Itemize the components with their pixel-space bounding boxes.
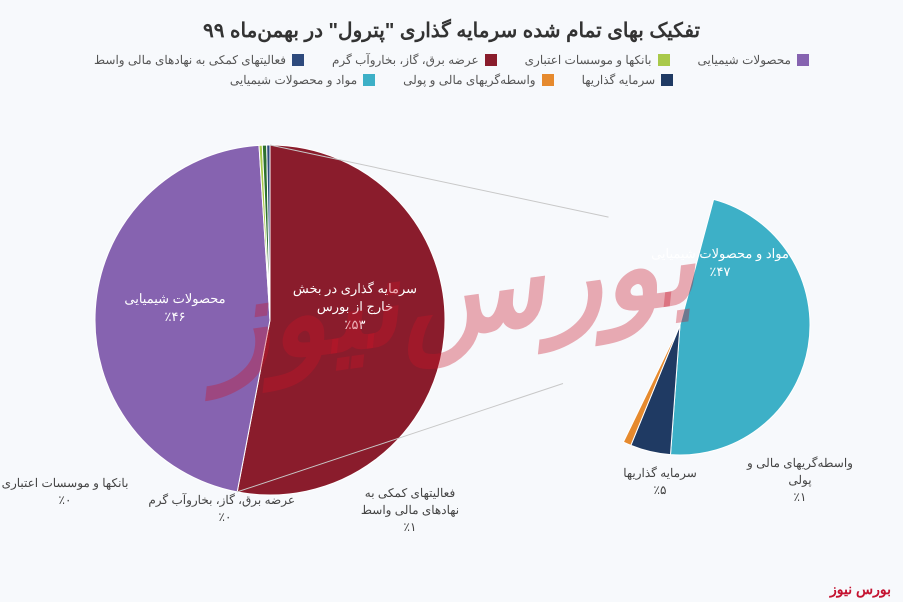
legend-item: بانکها و موسسات اعتباری xyxy=(525,53,670,67)
legend: محصولات شیمیایی بانکها و موسسات اعتباری عر… xyxy=(0,53,903,95)
slice-label: سرمایه گذاری در بخشخارج از بورس٪۵۳ xyxy=(285,280,425,335)
legend-item: محصولات شیمیایی xyxy=(698,53,810,67)
slice-label: سرمایه گذاریها٪۵ xyxy=(590,465,730,499)
slice-label: محصولات شیمیایی٪۴۶ xyxy=(105,290,245,326)
legend-swatch xyxy=(485,54,497,66)
legend-label: واسطه‌گریهای مالی و پولی xyxy=(403,73,535,87)
legend-swatch xyxy=(363,74,375,86)
legend-label: سرمایه گذاریها xyxy=(582,73,656,87)
legend-item: سرمایه گذاریها xyxy=(582,73,674,87)
sub-pie-slice xyxy=(670,199,810,455)
slice-label: بانکها و موسسات اعتباری٪۰ xyxy=(0,475,135,509)
legend-item: مواد و محصولات شیمیایی xyxy=(230,73,375,87)
legend-label: فعالیتهای کمکی به نهادهای مالی واسط xyxy=(94,53,286,67)
legend-label: بانکها و موسسات اعتباری xyxy=(525,53,652,67)
legend-label: محصولات شیمیایی xyxy=(698,53,792,67)
legend-label: مواد و محصولات شیمیایی xyxy=(230,73,357,87)
legend-item: واسطه‌گریهای مالی و پولی xyxy=(403,73,553,87)
slice-label: فعالیتهای کمکی بهنهادهای مالی واسط٪۱ xyxy=(340,485,480,535)
footer-credit: بورس نیوز xyxy=(830,581,891,598)
chart-area: سرمایه گذاری در بخشخارج از بورس٪۵۳ محصولا… xyxy=(0,95,903,555)
legend-swatch xyxy=(661,74,673,86)
legend-item: فعالیتهای کمکی به نهادهای مالی واسط xyxy=(94,53,304,67)
chart-title: تفکیک بهای تمام شده سرمایه گذاری "پترول"… xyxy=(0,0,903,53)
legend-swatch xyxy=(658,54,670,66)
legend-item: عرضه برق، گاز، بخاروآب گرم xyxy=(332,53,497,67)
slice-label: عرضه برق، گاز، بخاروآب گرم٪۰ xyxy=(155,492,295,526)
slice-label: واسطه‌گریهای مالی وپولی٪۱ xyxy=(730,455,870,505)
legend-swatch xyxy=(797,54,809,66)
slice-label: مواد و محصولات شیمیایی٪۴۷ xyxy=(650,245,790,281)
legend-swatch xyxy=(292,54,304,66)
legend-swatch xyxy=(542,74,554,86)
legend-label: عرضه برق، گاز، بخاروآب گرم xyxy=(332,53,479,67)
